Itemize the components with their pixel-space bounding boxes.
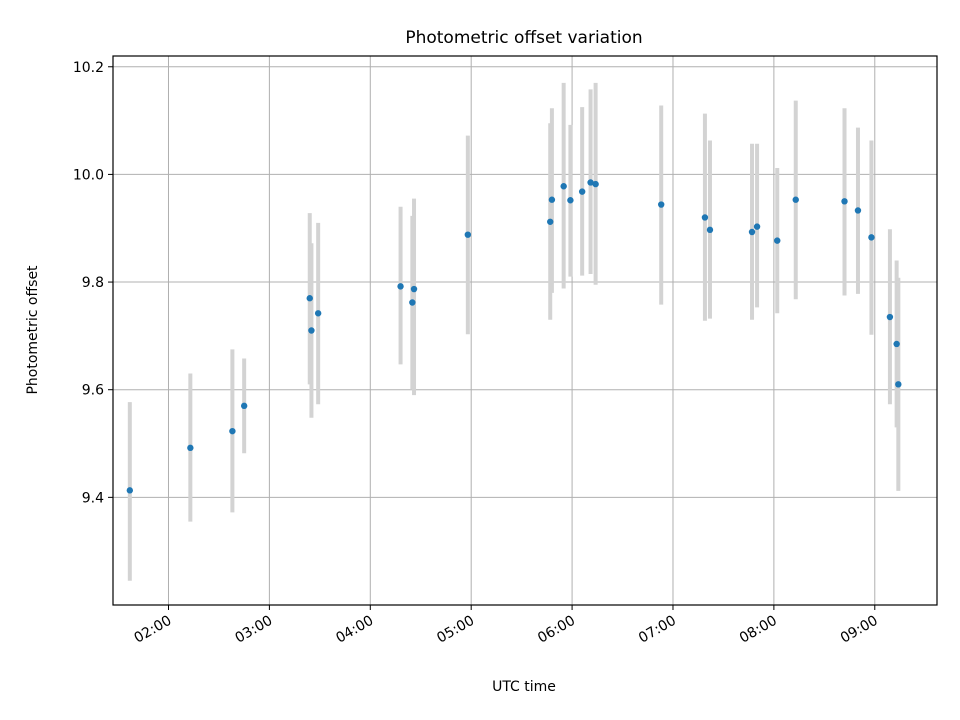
x-tick-label: 04:00 (333, 613, 376, 647)
data-point (706, 226, 714, 234)
x-tick-label: 07:00 (636, 613, 679, 647)
data-point (548, 196, 556, 203)
y-axis-ticks: 9.4 9.6 9.8 10.0 10.2 (73, 60, 113, 506)
data-point (560, 183, 567, 190)
data-point (397, 283, 404, 290)
chart-title: Photometric offset variation (405, 28, 642, 48)
data-point (409, 299, 416, 306)
data-point (578, 188, 586, 195)
y-tick-label: 9.6 (82, 383, 104, 399)
x-tick-label: 06:00 (535, 613, 578, 647)
data-point (854, 207, 862, 214)
data-point (886, 313, 894, 321)
data-point (658, 201, 665, 208)
data-point (792, 196, 799, 203)
x-tick-label: 08:00 (737, 613, 780, 647)
x-tick-label: 09:00 (838, 613, 881, 647)
y-tick-label: 10.2 (73, 60, 104, 76)
data-point (547, 218, 554, 225)
data-point (895, 381, 902, 388)
data-point (753, 223, 761, 230)
data-point (774, 237, 781, 244)
data-point (592, 180, 599, 188)
x-tick-label: 05:00 (434, 613, 477, 647)
x-tick-label: 02:00 (132, 613, 175, 647)
data-point (567, 197, 574, 204)
data-point (841, 198, 848, 205)
data-point (464, 231, 472, 238)
x-tick-label: 03:00 (232, 613, 275, 647)
data-point (229, 427, 236, 435)
plot-frame (112, 55, 938, 606)
data-point (314, 310, 322, 317)
data-point (893, 340, 900, 348)
data-point (306, 295, 313, 302)
data-point (587, 179, 594, 186)
y-tick-label: 9.4 (82, 490, 104, 506)
x-axis-ticks: 02:00 03:00 04:00 05:00 06:00 07:00 08:00 09:00 (132, 605, 881, 647)
y-tick-label: 9.8 (82, 275, 104, 291)
data-point (240, 402, 248, 410)
data-point (308, 327, 315, 334)
data-point (701, 214, 709, 221)
y-tick-label: 10.0 (73, 167, 104, 183)
error-bars (127, 82, 901, 581)
grid (113, 56, 937, 605)
data-point (187, 444, 194, 452)
y-axis-label: Photometric offset (25, 265, 41, 395)
data-points (126, 179, 902, 494)
x-axis-label: UTC time (492, 679, 556, 695)
data-point (410, 285, 418, 293)
data-point (126, 487, 134, 494)
data-point (748, 228, 756, 236)
data-point (868, 234, 875, 241)
